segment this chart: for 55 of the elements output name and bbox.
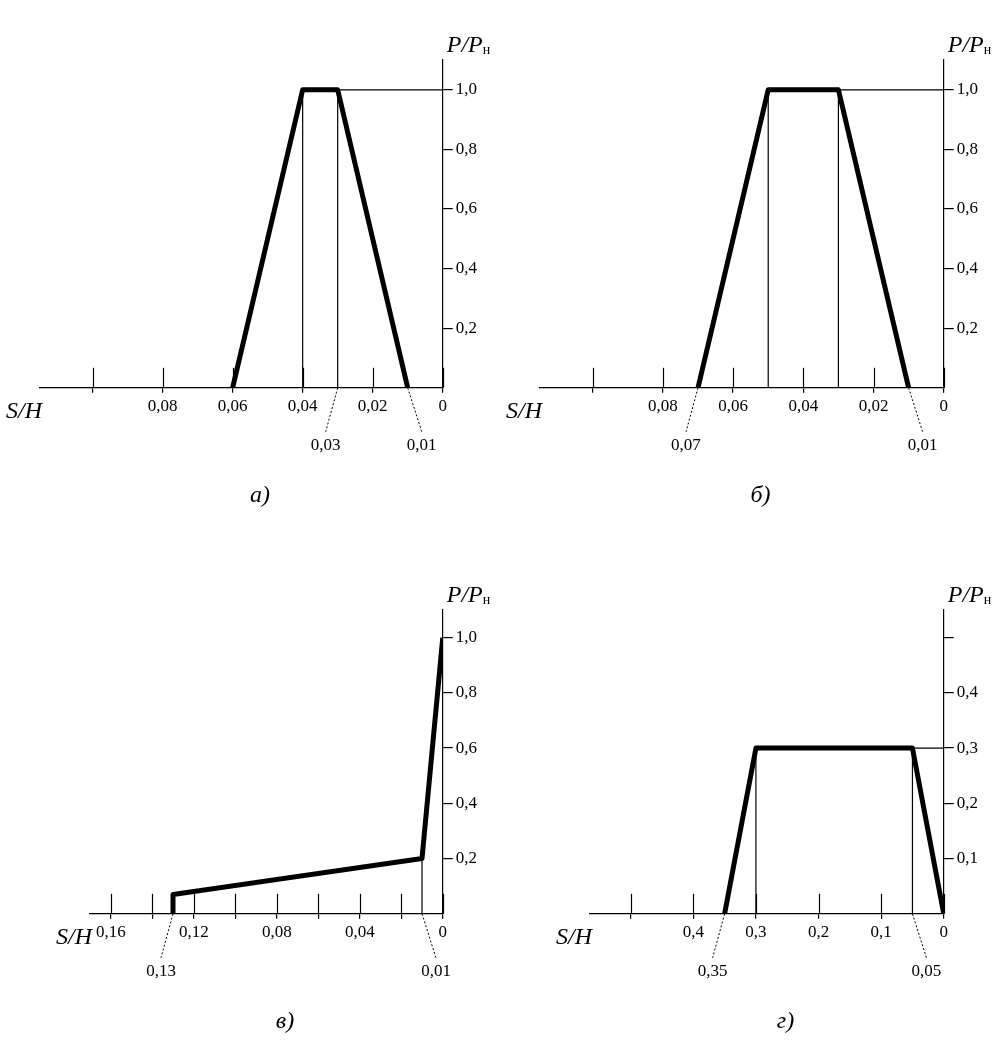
x-tick-label: 0,06: [718, 396, 748, 416]
y-tick-label: 1,0: [956, 79, 978, 99]
annotation: 0,01: [421, 960, 451, 980]
text: г): [776, 1006, 795, 1033]
annotation: 0,03: [310, 434, 341, 454]
x-tick-label: 0: [939, 396, 948, 416]
y-tick-label: 0,4: [956, 682, 979, 702]
x-tick-label: 0,4: [682, 922, 705, 942]
x-tick-label: 0,12: [178, 922, 209, 942]
y-tick-label: 0,2: [455, 848, 477, 868]
x-tick-label: 0: [438, 922, 447, 942]
x-tick-label: 0,2: [807, 922, 830, 942]
annotation: 0,01: [406, 434, 437, 454]
y-tick-label: 0,3: [956, 737, 978, 757]
y-tick-label: 0,8: [956, 138, 978, 158]
x-axis-title: S/H: [556, 922, 594, 949]
x-tick-label: 0: [939, 922, 948, 942]
annotation: 0,01: [907, 434, 938, 454]
x-axis-title: S/H: [56, 922, 94, 949]
x-tick-label: 0: [438, 396, 447, 416]
y-tick-label: 0,8: [455, 682, 477, 702]
x-tick-label: 0,3: [745, 922, 767, 942]
y-tick-label: 1,0: [455, 627, 477, 647]
y-tick-label: 0,2: [956, 317, 978, 337]
x-tick-label: 0,02: [858, 396, 889, 416]
text: в): [275, 1006, 295, 1033]
y-tick-label: 0,6: [455, 737, 477, 757]
y-tick-label: 0,8: [455, 138, 477, 158]
x-tick-label: 0,08: [147, 396, 178, 416]
y-tick-label: 0,6: [455, 198, 477, 218]
x-tick-label: 0,08: [261, 922, 292, 942]
x-tick-label: 0,04: [287, 396, 319, 416]
x-axis-title: S/H: [506, 396, 544, 423]
y-tick-label: 0,1: [956, 848, 978, 868]
annotation: 0,05: [911, 960, 942, 980]
y-tick-label: 0,4: [956, 258, 979, 278]
annotation: 0,07: [671, 434, 702, 454]
x-tick-label: 0,02: [357, 396, 388, 416]
x-tick-label: 0,1: [870, 922, 892, 942]
x-tick-label: 0,16: [95, 922, 126, 942]
y-tick-label: 0,4: [455, 258, 478, 278]
x-tick-label: 0,04: [788, 396, 819, 416]
text: б): [750, 480, 771, 507]
x-tick-label: 0,06: [217, 396, 248, 416]
y-tick-label: 0,4: [455, 792, 478, 812]
text: а): [250, 480, 270, 507]
annotation: 0,13: [146, 960, 176, 980]
y-tick-label: 1,0: [455, 79, 477, 99]
annotation: 0,35: [697, 960, 728, 980]
x-axis-title: S/H: [6, 396, 44, 423]
y-tick-label: 0,2: [455, 317, 477, 337]
y-tick-label: 0,6: [956, 198, 978, 218]
x-tick-label: 0,04: [344, 922, 376, 942]
y-tick-label: 0,2: [956, 792, 978, 812]
x-tick-label: 0,08: [648, 396, 678, 416]
